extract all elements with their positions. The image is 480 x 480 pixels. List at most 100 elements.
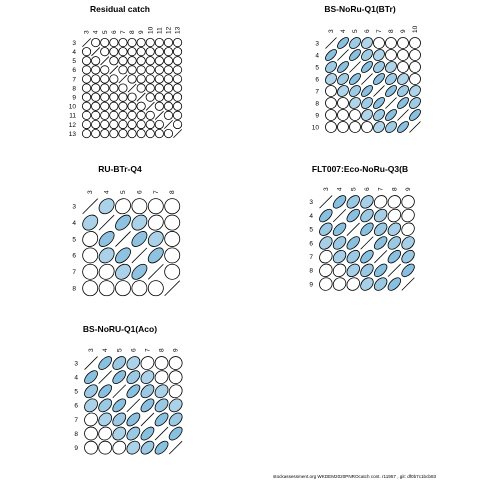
correlation-ellipse — [81, 101, 92, 111]
correlation-ellipse — [131, 198, 148, 215]
correlation-ellipse — [154, 74, 164, 84]
correlation-ellipse — [373, 236, 388, 250]
correlation-ellipse — [168, 398, 183, 413]
col-label: 3 — [84, 30, 91, 34]
correlation-ellipse — [98, 231, 115, 247]
correlation-ellipse — [84, 370, 98, 385]
correlation-ellipse — [112, 440, 127, 455]
correlation-ellipse — [98, 384, 113, 399]
correlation-ellipse — [361, 61, 373, 73]
col-label: 5 — [120, 190, 127, 194]
correlation-ellipse — [319, 263, 333, 278]
correlation-ellipse — [82, 247, 99, 264]
diagonal-mark — [91, 47, 101, 57]
col-label: 7 — [378, 187, 385, 191]
correlation-ellipse — [127, 56, 137, 66]
correlation-ellipse — [401, 222, 415, 236]
correlation-ellipse — [332, 222, 347, 236]
correlation-ellipse — [118, 83, 128, 93]
correlation-ellipse — [100, 37, 110, 48]
correlation-ellipse — [349, 97, 361, 109]
correlation-ellipse — [361, 49, 373, 61]
correlation-ellipse — [172, 101, 183, 111]
correlation-ellipse — [401, 236, 415, 250]
row-label: 3 — [74, 360, 78, 367]
correlation-ellipse — [145, 92, 155, 102]
correlation-ellipse — [82, 263, 99, 280]
correlation-ellipse — [373, 222, 388, 236]
diagonal-mark — [385, 97, 397, 109]
correlation-ellipse — [164, 198, 181, 215]
correlation-ellipse — [84, 426, 98, 441]
correlation-ellipse — [109, 119, 119, 130]
correlation-ellipse — [84, 384, 98, 399]
correlation-ellipse — [81, 83, 92, 93]
correlation-ellipse — [154, 128, 164, 139]
correlation-ellipse — [118, 65, 128, 75]
correlation-ellipse — [172, 119, 183, 130]
row-label: 9 — [74, 445, 78, 452]
panel-title: BS-NoRU-Q1(Aco) — [83, 324, 157, 334]
diagonal-mark — [136, 92, 146, 102]
correlation-ellipse — [145, 128, 155, 139]
diagonal-mark — [100, 56, 110, 66]
row-label: 10 — [312, 124, 320, 131]
correlation-ellipse — [163, 83, 174, 93]
correlation-ellipse — [100, 74, 110, 84]
correlation-ellipse — [163, 92, 174, 102]
col-label: 4 — [337, 187, 344, 191]
col-label: 9 — [173, 348, 180, 352]
correlation-ellipse — [140, 384, 155, 399]
correlation-ellipse — [98, 263, 115, 280]
col-label: 4 — [340, 29, 347, 33]
col-label: 13 — [175, 26, 182, 34]
diagonal-mark — [163, 119, 173, 129]
correlation-ellipse — [140, 356, 155, 370]
correlation-ellipse — [136, 110, 146, 120]
correlation-ellipse — [361, 121, 373, 133]
correlation-ellipse — [127, 110, 137, 120]
correlation-ellipse — [360, 263, 374, 278]
correlation-ellipse — [154, 47, 164, 57]
correlation-ellipse — [154, 92, 164, 102]
correlation-ellipse — [100, 128, 110, 139]
correlation-ellipse — [136, 83, 146, 93]
correlation-ellipse — [91, 65, 101, 75]
correlation-ellipse — [163, 47, 174, 57]
correlation-ellipse — [172, 56, 183, 66]
correlation-ellipse — [100, 110, 110, 120]
diagonal-mark — [401, 277, 415, 291]
correlation-ellipse — [91, 83, 101, 93]
row-label: 6 — [74, 403, 78, 410]
correlation-ellipse — [136, 56, 146, 66]
correlation-ellipse — [337, 97, 349, 109]
correlation-ellipse — [98, 198, 115, 215]
correlation-ellipse — [91, 110, 101, 120]
diagonal-mark — [154, 110, 164, 120]
correlation-ellipse — [131, 280, 148, 297]
correlation-ellipse — [98, 356, 113, 370]
row-label: 9 — [72, 94, 76, 101]
correlation-ellipse — [127, 128, 137, 139]
correlation-ellipse — [84, 412, 98, 427]
correlation-ellipse — [127, 65, 137, 75]
correlation-ellipse — [145, 110, 155, 120]
diagonal-mark — [109, 65, 119, 75]
diagonal-mark — [361, 73, 373, 85]
correlation-ellipse — [168, 370, 183, 385]
diagonal-mark — [346, 222, 360, 236]
correlation-ellipse — [136, 101, 146, 111]
col-label: 4 — [104, 190, 111, 194]
correlation-ellipse — [387, 222, 402, 236]
correlation-ellipse — [109, 83, 119, 93]
row-label: 5 — [72, 236, 76, 243]
row-label: 5 — [315, 64, 319, 71]
row-label: 6 — [315, 76, 319, 83]
correlation-ellipse — [361, 37, 373, 49]
correlation-ellipse — [163, 37, 174, 48]
correlation-ellipse — [387, 249, 402, 264]
correlation-ellipse — [385, 61, 397, 73]
diagonal-mark — [98, 214, 115, 231]
correlation-ellipse — [409, 73, 421, 85]
correlation-ellipse — [325, 85, 337, 97]
